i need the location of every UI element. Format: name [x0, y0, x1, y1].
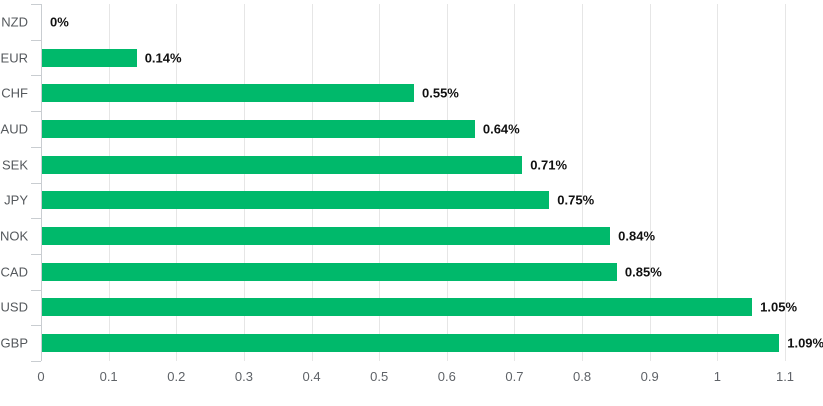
- bar-sek: [42, 155, 523, 174]
- category-label-eur: EUR: [0, 50, 28, 66]
- bar-chf: [42, 84, 414, 103]
- category-label-nzd: NZD: [1, 14, 28, 30]
- bar-value-sek: 0.71%: [530, 157, 568, 173]
- plot-area: 0% 0.14% 0.55% 0.64% 0.71% 0.75% 0.84% 0.85% 1.0…: [31, 4, 823, 362]
- bar-value-cad: 0.85%: [624, 264, 662, 280]
- bar-aud: [42, 119, 475, 138]
- bar-value-usd: 1.05%: [760, 299, 798, 315]
- gridline-x-0.7: [514, 4, 516, 361]
- y-axis-tick: [31, 361, 41, 362]
- y-axis-tick: [31, 218, 41, 220]
- xtick-label-0.9: 0.9: [640, 369, 659, 384]
- y-axis-tick: [31, 111, 41, 113]
- xtick-label-0.1: 0.1: [99, 369, 118, 384]
- gridline-x-0.9: [649, 4, 651, 361]
- category-label-sek: SEK: [1, 157, 28, 173]
- category-label-nok: NOK: [0, 228, 29, 244]
- gridline-x-0.2: [176, 4, 178, 361]
- gridline-x-0.3: [243, 4, 245, 361]
- bar-value-eur: 0.14%: [144, 50, 182, 66]
- xtick-label-0.3: 0.3: [234, 369, 253, 384]
- category-label-gbp: GBP: [0, 335, 28, 351]
- xtick-label-0: 0: [37, 369, 45, 384]
- xtick-label-0.6: 0.6: [437, 369, 456, 384]
- gridline-x-0.8: [582, 4, 584, 361]
- category-label-usd: USD: [0, 299, 28, 315]
- bar-value-chf: 0.55%: [422, 85, 459, 101]
- y-axis-tick: [31, 325, 41, 327]
- bar-value-aud: 0.64%: [482, 121, 520, 137]
- y-axis-tick: [31, 289, 41, 291]
- xtick-label-0.7: 0.7: [505, 369, 524, 384]
- category-label-cad: CAD: [0, 264, 28, 280]
- xtick-label-0.8: 0.8: [573, 369, 592, 384]
- y-axis-tick: [31, 39, 41, 41]
- xtick-label-0.5: 0.5: [370, 369, 389, 384]
- gridline-x-1.1: [785, 4, 786, 361]
- bar-jpy: [42, 191, 550, 210]
- xtick-label-1.1: 1.1: [775, 369, 795, 384]
- xtick-label-0.4: 0.4: [302, 369, 321, 384]
- bar-value-jpy: 0.75%: [557, 192, 595, 208]
- bar-value-nok: 0.84%: [618, 228, 656, 244]
- bar-nok: [42, 227, 611, 246]
- xtick-label-1: 1: [713, 369, 721, 384]
- y-axis-tick: [31, 146, 41, 148]
- gridline-x-0.1: [108, 4, 110, 361]
- gridline-x-0.4: [311, 4, 313, 361]
- gridline-x-0.5: [379, 4, 381, 361]
- bar-usd: [42, 298, 753, 317]
- bar-cad: [42, 262, 617, 281]
- category-label-jpy: JPY: [4, 192, 28, 208]
- category-label-chf: CHF: [1, 85, 28, 101]
- gridline-x-1: [717, 4, 719, 361]
- y-axis-tick: [31, 4, 41, 5]
- gridline-x-0.6: [446, 4, 448, 361]
- category-label-aud: AUD: [0, 121, 28, 137]
- y-axis-tick: [31, 253, 41, 255]
- xtick-label-0.2: 0.2: [167, 369, 186, 384]
- bar-value-nzd: 0%: [50, 14, 69, 30]
- y-axis-tick: [31, 75, 41, 77]
- y-axis-tick: [31, 182, 41, 184]
- bar-eur: [42, 48, 137, 67]
- bar-value-gbp: 1.09%: [787, 335, 823, 351]
- bar-gbp: [42, 334, 780, 353]
